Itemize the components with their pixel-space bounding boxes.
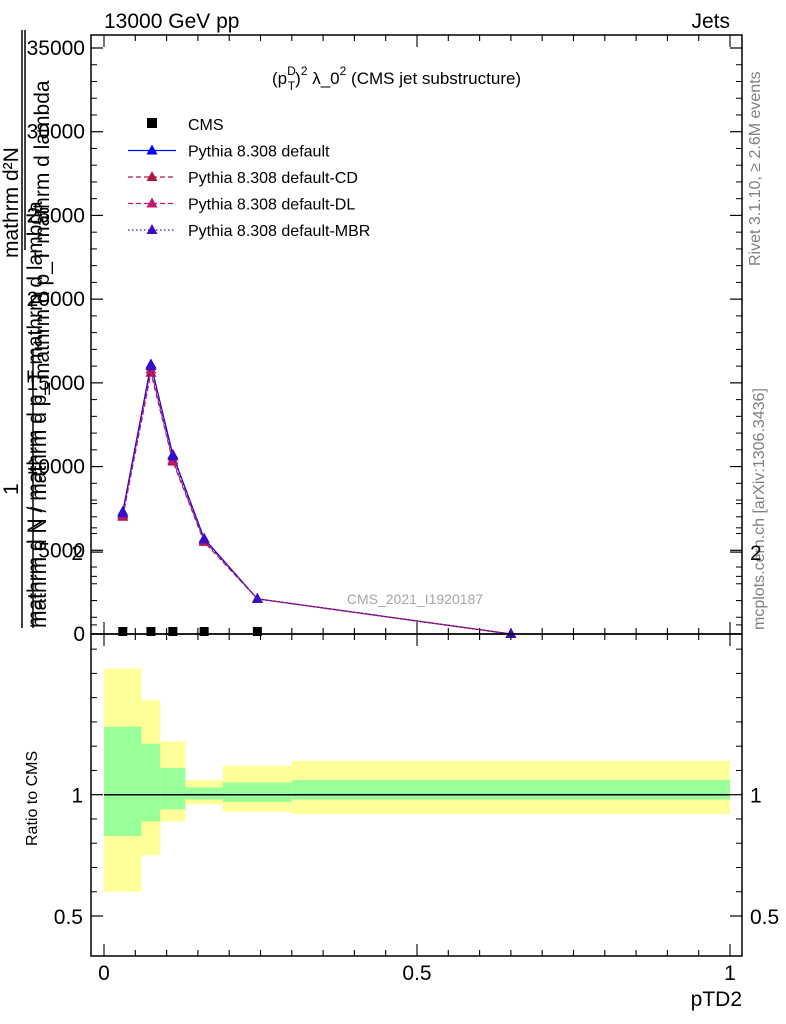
ratio-y-tick-label-right: 1 (750, 785, 762, 808)
ratio-panel: 0.5 0.51 12 2 0 0.5 1 Ratio to CMS pTD2 (24, 503, 779, 1011)
ratio-y-ticks: 0.5 0.5 1 1 2 2 (54, 503, 779, 929)
data-point (117, 507, 129, 518)
series-line (122, 365, 511, 635)
legend-entry: CMS (147, 117, 224, 134)
ratio-x-ticks: 0 0.5 1 (98, 634, 736, 985)
data-point (118, 627, 128, 636)
ratio-y-tick-label-right: 2 (750, 542, 762, 565)
legend-entry: Pythia 8.308 default-DL (128, 197, 355, 214)
legend-label: Pythia 8.308 default-MBR (188, 223, 370, 240)
ratio-y-tick-label: 2 (71, 542, 83, 565)
data-point (168, 627, 178, 636)
data-point (145, 360, 157, 371)
main-y-label: mathrm d²N mathrm d p_T mathrm d lambda … (0, 30, 54, 628)
legend-marker (146, 224, 158, 234)
header-left: 13000 GeV pp (104, 10, 239, 33)
legend-marker (146, 171, 158, 181)
series-line (122, 369, 511, 635)
main-y-tick-label: 0 (73, 623, 85, 646)
main-x-ticks (103, 35, 731, 634)
legend: CMS Pythia 8.308 default Pythia 8.308 defa… (128, 117, 370, 240)
ratio-y-tick-label-right: 0.5 (750, 906, 779, 929)
legend-label: CMS (188, 117, 224, 134)
ratio-inner-band (185, 787, 223, 800)
main-y-tick-label: 20000 (27, 288, 85, 311)
ratio-y-label: Ratio to CMS (24, 751, 41, 846)
x-tick-label: 0 (98, 962, 110, 985)
legend-label: Pythia 8.308 default (188, 144, 330, 161)
ratio-inner-band (160, 768, 186, 810)
main-y-tick-label: 35000 (27, 37, 85, 60)
x-axis-label: pTD2 (691, 988, 742, 1011)
main-y-tick-label: 10000 (27, 456, 85, 479)
ratio-y-tick-label: 0.5 (54, 906, 83, 929)
main-y-tick-label: 15000 (27, 372, 85, 395)
rivet-label: Rivet 3.1.10, ≥ 2.6M events (747, 71, 764, 266)
ylabel-num-top: mathrm d²N (0, 147, 23, 258)
watermark: CMS_2021_I1920187 (347, 591, 483, 607)
data-point (167, 450, 179, 461)
ylabel-one: 1 (0, 483, 23, 495)
main-y-tick-label: 25000 (27, 204, 85, 227)
legend-label: Pythia 8.308 default-CD (188, 170, 358, 187)
chart-title: (pDT2)2 λ_02 (CMS jet substructure) (272, 64, 521, 93)
main-y-tick-label: 30000 (27, 121, 85, 144)
data-point (252, 627, 262, 636)
ratio-inner-band (222, 782, 292, 802)
series-0 (118, 627, 262, 636)
x-tick-label: 0.5 (402, 962, 431, 985)
data-point (251, 592, 263, 603)
data-point (146, 627, 156, 636)
legend-entry: Pythia 8.308 default (128, 144, 330, 161)
ratio-bands (104, 668, 730, 892)
data-point (199, 627, 209, 636)
legend-marker (146, 197, 158, 208)
main-series-group (117, 358, 517, 638)
ratio-inner-band (141, 743, 161, 822)
header-right: Jets (691, 10, 730, 33)
ratio-y-tick-label: 1 (71, 785, 83, 808)
main-y-ticks: 0 5000 10000 15000 20000 25000 30000 35000 (27, 37, 742, 646)
svg-text:(pDT2)2 λ_02 (CMS jet substruc: (pDT2)2 λ_02 (CMS jet substructure) (272, 64, 521, 93)
legend-entry: Pythia 8.308 default-MBR (128, 223, 370, 240)
series-4 (117, 360, 517, 638)
main-panel: 0 5000 10000 15000 20000 25000 30000 35000 CMS_… (27, 34, 743, 646)
ratio-inner-band (104, 726, 142, 836)
ratio-inner-band (291, 780, 730, 800)
data-point (198, 533, 210, 544)
legend-label: Pythia 8.308 default-DL (188, 197, 355, 214)
main-y-tick-label: 5000 (38, 539, 85, 562)
legend-entry: Pythia 8.308 default-CD (128, 170, 358, 187)
x-tick-label: 1 (724, 962, 736, 985)
ylabel-den-top: mathrm d p_T mathrm d lambda (31, 80, 54, 380)
data-point (505, 628, 517, 638)
ylabel-den-bottom: mathrm d N / mathrm d p_T mathrm d lambd… (24, 201, 47, 628)
mcplots-label: mcplots.cern.ch [arXiv:1306.3436] (751, 388, 768, 630)
legend-marker (147, 118, 157, 128)
legend-marker (146, 144, 158, 155)
